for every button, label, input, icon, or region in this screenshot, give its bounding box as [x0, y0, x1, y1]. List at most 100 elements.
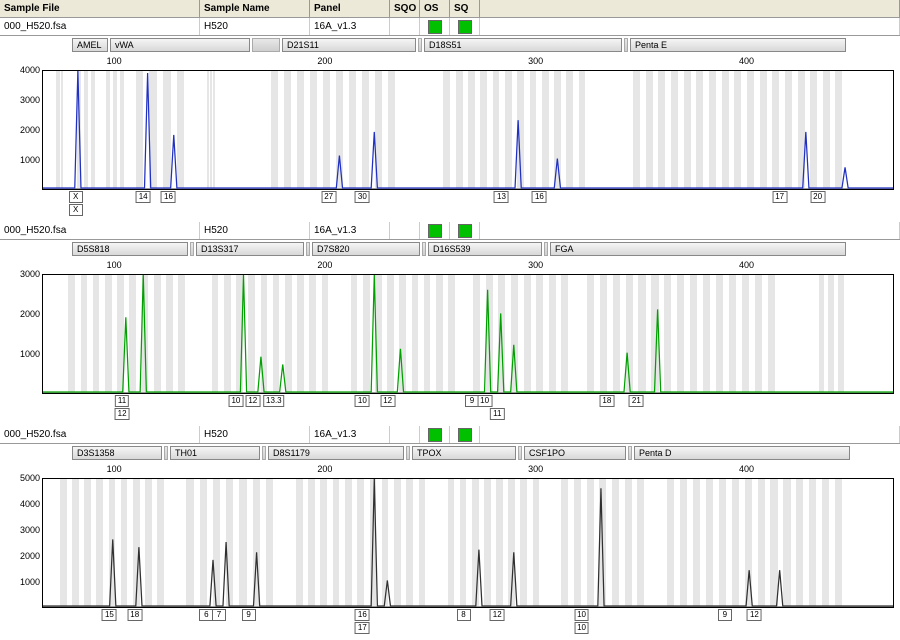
x-tick: 300	[528, 260, 543, 270]
allele-call[interactable]: 17	[355, 622, 370, 634]
electropherogram-panels: 000_H520.fsaH52016A_v1.3 AMELvWA D21S11 D18…	[0, 18, 900, 636]
locus-spacer[interactable]	[624, 38, 628, 52]
locus-label-d16s539[interactable]: D16S539	[428, 242, 542, 256]
allele-call[interactable]: X	[69, 191, 83, 203]
locus-label-d21s11[interactable]: D21S11	[282, 38, 416, 52]
status-green-icon	[458, 428, 472, 442]
locus-spacer[interactable]	[262, 446, 266, 460]
x-axis-ruler: 100200300400	[72, 464, 894, 478]
y-tick: 4000	[20, 499, 40, 509]
allele-call[interactable]: 9	[242, 609, 256, 621]
x-tick: 100	[107, 464, 122, 474]
locus-label-tpox[interactable]: TPOX	[412, 446, 516, 460]
locus-spacer[interactable]	[252, 38, 280, 52]
status-green-icon	[428, 224, 442, 238]
locus-label-th01[interactable]: TH01	[170, 446, 260, 460]
sample-info-row[interactable]: 000_H520.fsaH52016A_v1.3	[0, 222, 900, 240]
locus-label-d3s1358[interactable]: D3S1358	[72, 446, 162, 460]
allele-labels-row: 1112101213.31012910111821	[42, 394, 894, 422]
header-os: OS	[420, 0, 450, 17]
allele-call[interactable]: 12	[380, 395, 395, 407]
allele-call[interactable]: 15	[102, 609, 117, 621]
allele-call[interactable]: X	[69, 204, 83, 216]
locus-label-amel[interactable]: AMEL	[72, 38, 108, 52]
y-tick: 1000	[20, 349, 40, 359]
locus-spacer[interactable]	[190, 242, 194, 256]
allele-call[interactable]: 12	[245, 395, 260, 407]
allele-call[interactable]: 21	[629, 395, 644, 407]
locus-label-penta e[interactable]: Penta E	[630, 38, 846, 52]
allele-call[interactable]: 10	[574, 622, 589, 634]
cell-sample-file: 000_H520.fsa	[0, 426, 200, 443]
cell-sqo	[390, 426, 420, 443]
y-tick: 2000	[20, 125, 40, 135]
allele-call[interactable]: 8	[457, 609, 471, 621]
allele-call[interactable]: 13	[494, 191, 509, 203]
cell-sample-name: H520	[200, 222, 310, 239]
locus-spacer[interactable]	[518, 446, 522, 460]
sample-info-row[interactable]: 000_H520.fsaH52016A_v1.3	[0, 18, 900, 36]
sample-info-row[interactable]: 000_H520.fsaH52016A_v1.3	[0, 426, 900, 444]
trace-plot[interactable]	[42, 70, 894, 190]
allele-call[interactable]: 17	[772, 191, 787, 203]
allele-call[interactable]: 10	[574, 609, 589, 621]
x-tick: 400	[739, 260, 754, 270]
cell-sample-name: H520	[200, 18, 310, 35]
y-tick: 1000	[20, 155, 40, 165]
allele-call[interactable]: 14	[136, 191, 151, 203]
allele-call[interactable]: 30	[355, 191, 370, 203]
locus-label-d8s1179[interactable]: D8S1179	[268, 446, 404, 460]
locus-spacer[interactable]	[306, 242, 310, 256]
allele-call[interactable]: 7	[212, 609, 226, 621]
x-tick: 400	[739, 464, 754, 474]
locus-spacer[interactable]	[418, 38, 422, 52]
locus-spacer[interactable]	[164, 446, 168, 460]
allele-call[interactable]: 16	[355, 609, 370, 621]
allele-call[interactable]: 27	[321, 191, 336, 203]
allele-call[interactable]: 10	[228, 395, 243, 407]
allele-call[interactable]: 11	[115, 395, 129, 407]
x-tick: 200	[317, 260, 332, 270]
allele-call[interactable]: 18	[599, 395, 614, 407]
trace-plot[interactable]	[42, 478, 894, 608]
x-axis-ruler: 100 200 300 400	[72, 260, 894, 274]
y-tick: 5000	[20, 473, 40, 483]
locus-spacer[interactable]	[422, 242, 426, 256]
cell-os-status	[420, 222, 450, 239]
allele-call[interactable]: 20	[810, 191, 825, 203]
x-tick: 100	[107, 260, 122, 270]
locus-label-d13s317[interactable]: D13S317	[196, 242, 304, 256]
locus-label-csf1po[interactable]: CSF1PO	[524, 446, 626, 460]
trace-plot[interactable]	[42, 274, 894, 394]
locus-label-d18s51[interactable]: D18S51	[424, 38, 622, 52]
x-axis-ruler: 100200300400	[72, 56, 894, 70]
y-tick: 3000	[20, 269, 40, 279]
locus-label-penta d[interactable]: Penta D	[634, 446, 850, 460]
allele-call[interactable]: 16	[532, 191, 547, 203]
cell-sample-file: 000_H520.fsa	[0, 222, 200, 239]
allele-call[interactable]: 18	[127, 609, 142, 621]
allele-call[interactable]: 16	[161, 191, 176, 203]
y-axis: 1000200030004000	[6, 70, 42, 190]
allele-call[interactable]: 9	[718, 609, 732, 621]
allele-call[interactable]: 11	[490, 408, 504, 420]
cell-spacer	[480, 426, 900, 443]
trace-svg	[43, 275, 893, 393]
locus-label-d7s820[interactable]: D7S820	[312, 242, 420, 256]
cell-os-status	[420, 18, 450, 35]
status-green-icon	[458, 20, 472, 34]
allele-call[interactable]: 10	[355, 395, 370, 407]
locus-spacer[interactable]	[628, 446, 632, 460]
locus-labels-row: D5S818 D13S317 D7S820 D16S539 FGA	[0, 240, 900, 258]
locus-label-fga[interactable]: FGA	[550, 242, 846, 256]
locus-spacer[interactable]	[406, 446, 410, 460]
locus-spacer[interactable]	[544, 242, 548, 256]
locus-label-d5s818[interactable]: D5S818	[72, 242, 188, 256]
allele-call[interactable]: 12	[115, 408, 130, 420]
allele-call[interactable]: 13.3	[263, 395, 285, 407]
allele-call[interactable]: 12	[747, 609, 762, 621]
locus-label-vwa[interactable]: vWA	[110, 38, 250, 52]
allele-call[interactable]: 12	[490, 609, 505, 621]
allele-call[interactable]: 10	[477, 395, 492, 407]
header-sqo: SQO	[390, 0, 420, 17]
